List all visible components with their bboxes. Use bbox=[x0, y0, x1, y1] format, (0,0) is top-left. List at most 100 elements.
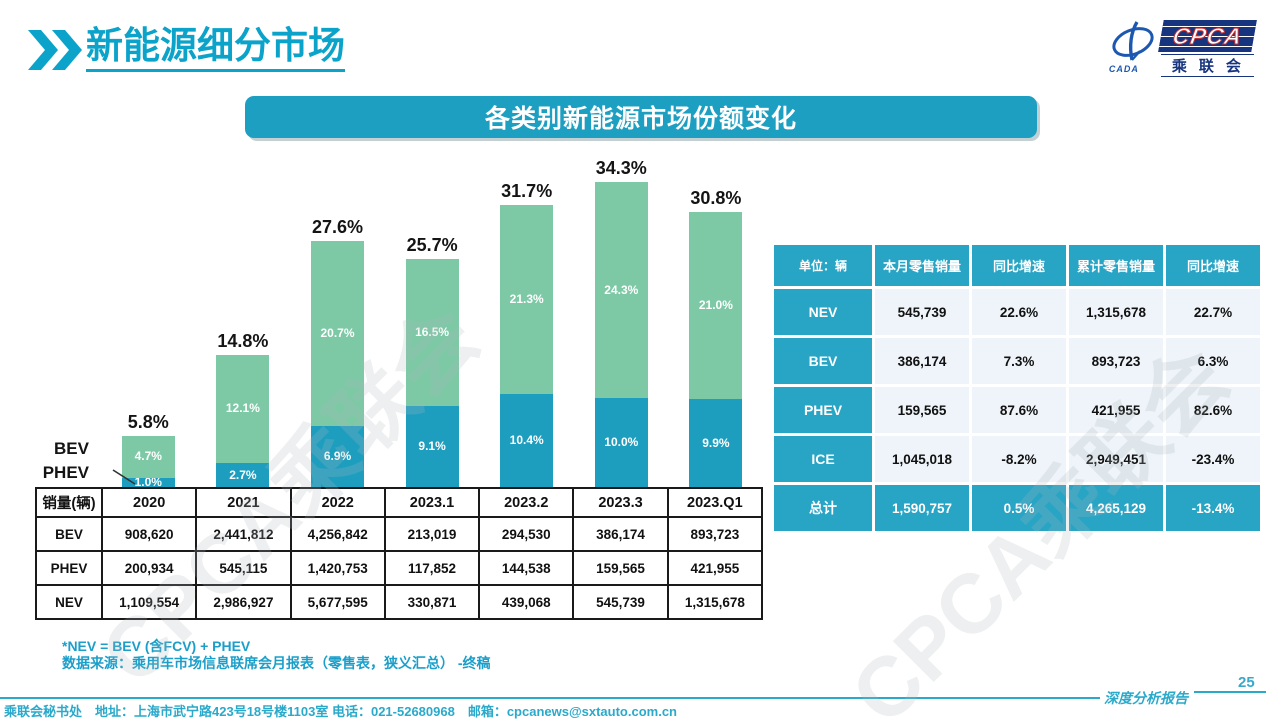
sales-table-header-row: 销量(辆) 2020 2021 2022 2023.1 2023.2 2023.3 2023.… bbox=[35, 487, 764, 518]
sales-value-cell: 1,420,753 bbox=[289, 550, 386, 586]
bar-total-label-2022: 27.6% bbox=[311, 217, 364, 238]
summary-value-cell: -13.4% bbox=[1166, 485, 1260, 531]
sales-value-cell: 200,934 bbox=[100, 550, 198, 586]
phev-series-label: PHEV bbox=[42, 463, 89, 482]
bar-segment-bev-2023.Q1: 21.0% bbox=[689, 212, 743, 399]
summary-header-cell: 单位：辆 bbox=[774, 245, 872, 286]
sales-value-cell: 439,068 bbox=[478, 584, 575, 620]
double-chevron-icon bbox=[28, 30, 82, 70]
sales-value-cell: 117,852 bbox=[383, 550, 481, 586]
cpca-chinese-label: 乘联会 bbox=[1160, 54, 1254, 77]
sales-value-cell: 1,109,554 bbox=[100, 584, 198, 620]
section-banner: 各类别新能源市场份额变化 bbox=[245, 96, 1037, 138]
sales-value-cell: 545,739 bbox=[572, 584, 669, 620]
cada-label: CADA bbox=[1108, 64, 1139, 74]
note-line-2: 数据来源：乘用车市场信息联席会月报表（零售表，狭义汇总） -终稿 bbox=[62, 655, 491, 671]
sales-header-cell: 销量(辆) bbox=[35, 487, 103, 518]
sales-value-cell: 1,315,678 bbox=[666, 584, 764, 620]
sales-value-cell: 908,620 bbox=[100, 516, 198, 552]
summary-table-row: 总计 1,590,757 0.5% 4,265,129 -13.4% bbox=[774, 485, 1260, 531]
sales-table-row: NEV 1,109,554 2,986,927 5,677,595 330,871 439… bbox=[35, 584, 764, 620]
summary-value-cell: 6.3% bbox=[1166, 338, 1260, 384]
bar-segment-bev-2023.1: 16.5% bbox=[405, 259, 459, 407]
cpca-logo-text: CPCA 乘联会 bbox=[1158, 20, 1257, 77]
summary-value-cell: 7.3% bbox=[972, 338, 1066, 384]
cpca-wordmark: CPCA bbox=[1158, 20, 1257, 52]
summary-header-cell: 累计零售销量 bbox=[1069, 245, 1163, 286]
bar-segment-bev-2021: 12.1% bbox=[216, 355, 270, 463]
sales-table-row: PHEV 200,934 545,115 1,420,753 117,852 144,53… bbox=[35, 550, 764, 586]
sales-header-cell: 2023.Q1 bbox=[666, 487, 764, 518]
bar-segment-bev-2023.2: 21.3% bbox=[500, 204, 554, 395]
sales-header-cell: 2020 bbox=[100, 487, 198, 518]
summary-value-cell: 1,590,757 bbox=[875, 485, 969, 531]
sales-table-row: BEV 908,620 2,441,812 4,256,842 213,019 294,5… bbox=[35, 516, 764, 552]
summary-row-label: ICE bbox=[774, 436, 872, 482]
sales-header-cell: 2021 bbox=[195, 487, 292, 518]
cpca-wordmark-text: CPCA bbox=[1170, 23, 1245, 50]
summary-value-cell: 22.6% bbox=[972, 289, 1066, 335]
bar-segment-phev-2020: 1.0% bbox=[121, 476, 175, 488]
sales-value-cell: 159,565 bbox=[572, 550, 669, 586]
bar-segment-bev-2023.3: 24.3% bbox=[594, 181, 648, 398]
summary-value-cell: 1,045,018 bbox=[875, 436, 969, 482]
sales-row-label: PHEV bbox=[35, 550, 103, 586]
summary-table-row: BEV 386,174 7.3% 893,723 6.3% bbox=[774, 338, 1260, 384]
bar-total-label-2020: 5.8% bbox=[127, 412, 169, 433]
page-number: 25 bbox=[1238, 674, 1255, 691]
sales-value-cell: 330,871 bbox=[383, 584, 481, 620]
summary-row-label: 总计 bbox=[774, 485, 872, 531]
bar-total-label-2021: 14.8% bbox=[217, 331, 269, 352]
sales-header-cell: 2023.2 bbox=[478, 487, 575, 518]
summary-value-cell: 421,955 bbox=[1069, 387, 1163, 433]
footer-divider bbox=[0, 697, 1100, 699]
note-line-1: *NEV = BEV (含FCV) + PHEV bbox=[62, 638, 251, 654]
sales-value-cell: 386,174 bbox=[572, 516, 669, 552]
summary-value-cell: 1,315,678 bbox=[1069, 289, 1163, 335]
summary-table-row: NEV 545,739 22.6% 1,315,678 22.7% bbox=[774, 289, 1260, 335]
bar-total-label-2023.2: 31.7% bbox=[501, 180, 553, 201]
bar-segment-phev-2022: 6.9% bbox=[311, 425, 364, 487]
footer-divider-right bbox=[1194, 691, 1266, 693]
sales-value-cell: 421,955 bbox=[666, 550, 764, 586]
summary-table-row: PHEV 159,565 87.6% 421,955 82.6% bbox=[774, 387, 1260, 433]
sales-header-cell: 2023.1 bbox=[383, 487, 481, 518]
market-share-chart: 1.0% 4.7% 5.8% 2.7% 12.1% 14.8% 6.9% 20.7% 27.6%… bbox=[35, 140, 763, 488]
sales-table: 销量(辆) 2020 2021 2022 2023.1 2023.2 2023.3 2023.… bbox=[35, 487, 764, 620]
bar-segment-phev-2021: 2.7% bbox=[216, 462, 270, 487]
summary-value-cell: 82.6% bbox=[1166, 387, 1260, 433]
sales-value-cell: 545,115 bbox=[195, 550, 292, 586]
summary-value-cell: -8.2% bbox=[972, 436, 1066, 482]
summary-value-cell: 545,739 bbox=[875, 289, 969, 335]
footer-contact: 乘联会秘书处 地址：上海市武宁路423号18号楼1103室 电话：021-526… bbox=[4, 704, 677, 719]
sales-header-cell: 2023.3 bbox=[572, 487, 669, 518]
page-title: 新能源细分市场 bbox=[86, 25, 345, 72]
phev-leader-line bbox=[112, 469, 136, 485]
cpca-logo-mark: CADA bbox=[1107, 20, 1159, 76]
sales-value-cell: 4,256,842 bbox=[289, 516, 386, 552]
sales-value-cell: 2,441,812 bbox=[195, 516, 292, 552]
summary-value-cell: 159,565 bbox=[875, 387, 969, 433]
sales-value-cell: 213,019 bbox=[383, 516, 481, 552]
sales-row-label: NEV bbox=[35, 584, 103, 620]
summary-value-cell: 2,949,451 bbox=[1069, 436, 1163, 482]
summary-table-row: ICE 1,045,018 -8.2% 2,949,451 -23.4% bbox=[774, 436, 1260, 482]
sales-value-cell: 294,530 bbox=[478, 516, 575, 552]
bev-series-label: BEV bbox=[54, 439, 89, 458]
cpca-ellipse-pen-icon bbox=[1112, 21, 1154, 61]
summary-value-cell: 4,265,129 bbox=[1069, 485, 1163, 531]
sales-header-cell: 2022 bbox=[289, 487, 386, 518]
summary-header-cell: 同比增速 bbox=[1166, 245, 1260, 286]
summary-header-row: 单位：辆 本月零售销量 同比增速 累计零售销量 同比增速 bbox=[774, 245, 1260, 286]
summary-header-cell: 本月零售销量 bbox=[875, 245, 969, 286]
summary-value-cell: -23.4% bbox=[1166, 436, 1260, 482]
chart-title: 各类别新能源市场份额变化 bbox=[484, 105, 797, 133]
cpca-logo: CADA CPCA 乘联会 bbox=[1107, 20, 1257, 77]
sales-value-cell: 893,723 bbox=[666, 516, 764, 552]
bar-segment-phev-2023.Q1: 9.9% bbox=[689, 398, 743, 487]
bar-segment-phev-2023.1: 9.1% bbox=[405, 406, 459, 487]
summary-row-label: PHEV bbox=[774, 387, 872, 433]
summary-value-cell: 386,174 bbox=[875, 338, 969, 384]
summary-table: 单位：辆 本月零售销量 同比增速 累计零售销量 同比增速 NEV 545,739 22.6% 1… bbox=[771, 242, 1263, 534]
